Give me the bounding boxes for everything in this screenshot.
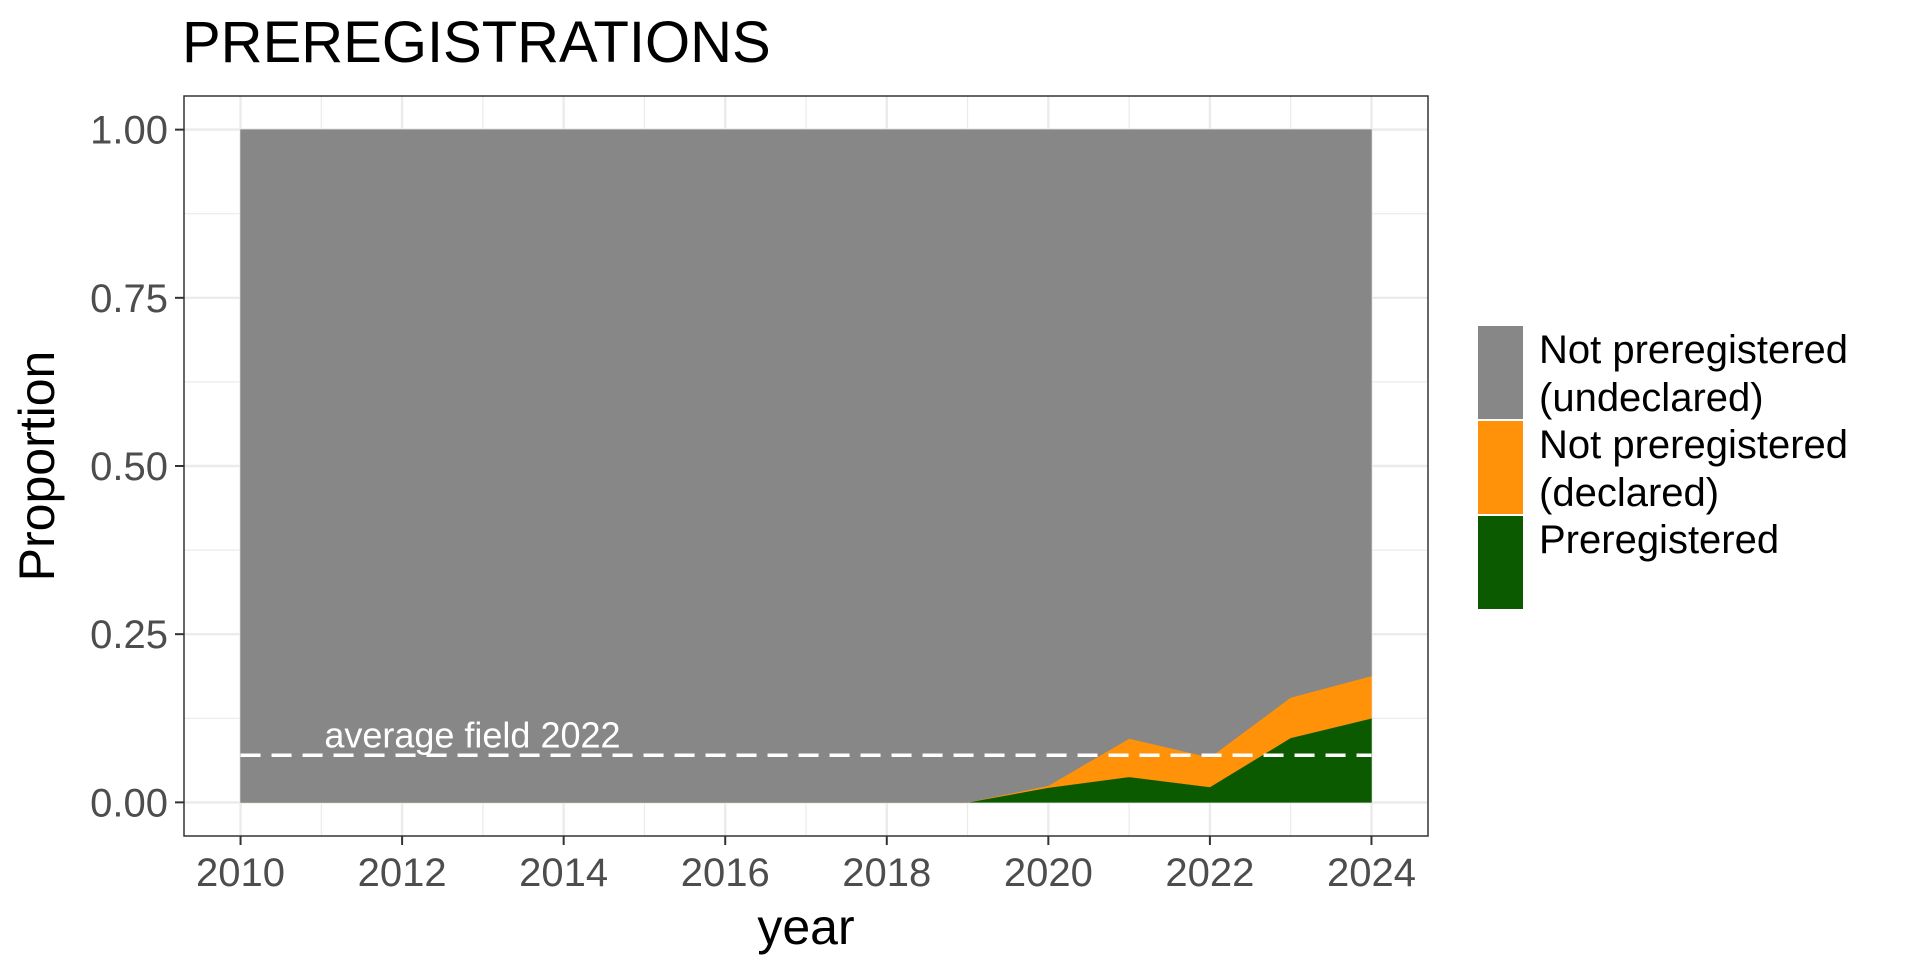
legend: Not preregistered(undeclared)Not preregi…	[1478, 326, 1848, 609]
y-tick-label: 0.50	[90, 445, 168, 489]
x-tick-label: 2012	[358, 851, 447, 895]
legend-key	[1478, 326, 1523, 419]
x-tick-label: 2014	[519, 851, 608, 895]
legend-label-line2: (undeclared)	[1539, 376, 1764, 420]
x-tick-label: 2016	[681, 851, 770, 895]
x-axis-label: year	[757, 899, 854, 955]
x-axis: 2010 2012 2014 2016 2018 2020 2022 2024	[196, 836, 1416, 895]
x-tick-label: 2018	[842, 851, 931, 895]
y-axis: 0.00 0.25 0.50 0.75 1.00	[90, 109, 184, 825]
annotations: average field 2022	[240, 714, 1372, 758]
x-tick-label: 2022	[1165, 851, 1254, 895]
legend-label: Not preregistered	[1539, 423, 1848, 467]
chart-title: PREREGISTRATIONS	[182, 10, 771, 75]
y-tick-label: 0.25	[90, 613, 168, 657]
legend-label: Preregistered	[1539, 518, 1779, 562]
legend-label: Not preregistered	[1539, 328, 1848, 372]
legend-label-line2: (declared)	[1539, 471, 1719, 515]
x-tick-label: 2020	[1004, 851, 1093, 895]
x-tick-label: 2010	[196, 851, 285, 895]
y-axis-label: Proportion	[9, 351, 65, 582]
average-field-2022-label: average field 2022	[324, 714, 620, 755]
stacked-areas	[240, 129, 1372, 803]
y-tick-label: 1.00	[90, 109, 168, 153]
y-tick-label: 0.00	[90, 781, 168, 825]
area-not-preregistered-undeclared	[240, 129, 1372, 803]
x-tick-label: 2024	[1327, 851, 1416, 895]
legend-key	[1478, 516, 1523, 609]
y-tick-label: 0.75	[90, 277, 168, 321]
legend-key	[1478, 421, 1523, 514]
